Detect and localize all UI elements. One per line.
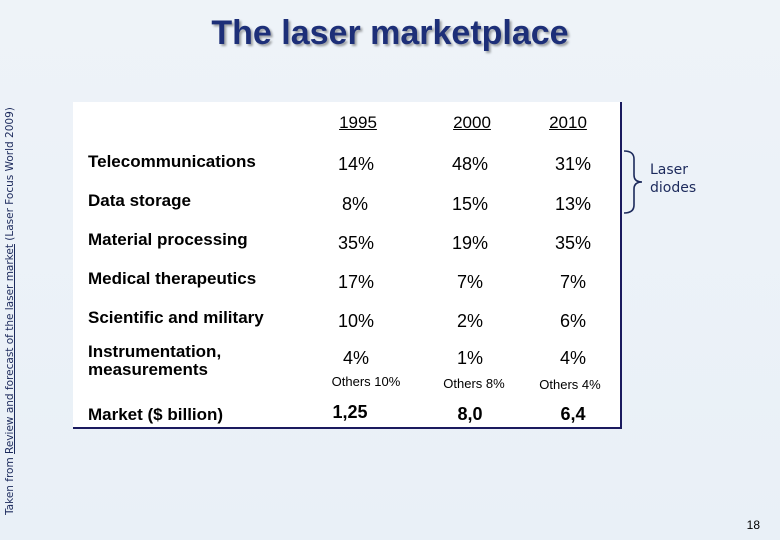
year-header-1995: 1995 [339, 113, 377, 132]
row-label-telecom: Telecommunications [88, 152, 256, 171]
cell: 6% [559, 311, 586, 331]
cell: 7% [559, 272, 586, 292]
cell: 48% [451, 154, 489, 174]
cell: 4% [342, 348, 369, 368]
others-2010: Others 4% [539, 377, 601, 392]
cell: 4% [559, 348, 586, 368]
page-number: 18 [746, 518, 760, 532]
right-brace-icon [623, 150, 643, 214]
cell: 10% [337, 311, 375, 331]
row-label-instrumentation: Instrumentation, measurements [88, 343, 318, 379]
cell: 14% [337, 154, 375, 174]
row-label-market: Market ($ billion) [88, 405, 224, 424]
cell: 35% [337, 233, 375, 253]
credit-link[interactable]: Review and forecast of the laser market [4, 244, 16, 454]
cell: 31% [554, 154, 592, 174]
slide-title: The laser marketplace [211, 14, 569, 52]
cell: 35% [554, 233, 592, 253]
market-table [73, 102, 622, 429]
note-line2: diodes [650, 179, 697, 196]
cell: 19% [451, 233, 489, 253]
year-header-2000: 2000 [453, 113, 491, 132]
cell: 7% [456, 272, 483, 292]
cell: 6,4 [560, 404, 586, 424]
laser-diodes-note: Laser diodes [650, 162, 696, 197]
cell: 1% [456, 348, 483, 368]
row-label-line1: Instrumentation, [88, 342, 222, 361]
credit-suffix: (Laser Focus World 2009) [4, 107, 16, 245]
cell: 1,25 [332, 402, 368, 422]
cell: 8% [341, 194, 368, 214]
others-2000: Others 8% [443, 376, 505, 391]
source-credit: Taken from Review and forecast of the la… [4, 25, 16, 515]
row-label-line2: measurements [88, 360, 209, 379]
cell: 8,0 [457, 404, 483, 424]
cell: 15% [451, 194, 489, 214]
year-header-2010: 2010 [549, 113, 587, 132]
note-line1: Laser [650, 162, 689, 178]
row-label-data-storage: Data storage [88, 191, 191, 210]
row-label-material: Material processing [88, 230, 248, 249]
cell: 13% [554, 194, 592, 214]
credit-prefix: Taken from [4, 453, 16, 515]
others-1995: Others 10% [331, 374, 401, 389]
row-label-medical: Medical therapeutics [88, 269, 257, 288]
cell: 2% [456, 311, 483, 331]
cell: 17% [337, 272, 375, 292]
row-label-scientific: Scientific and military [88, 308, 264, 327]
